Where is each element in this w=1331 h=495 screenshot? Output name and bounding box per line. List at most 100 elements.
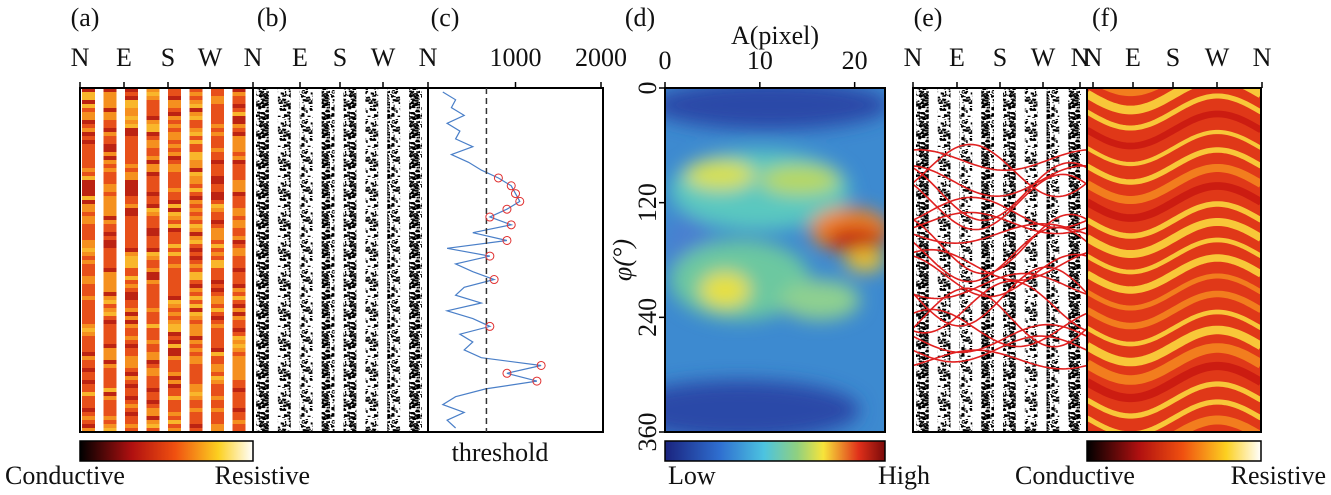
- image-texture: [189, 276, 203, 280]
- image-texture: [103, 200, 117, 204]
- image-texture: [211, 100, 224, 104]
- wave-band: [1087, 163, 1261, 205]
- heatmap-blob: [700, 272, 750, 308]
- image-texture: [146, 280, 160, 284]
- image-texture: [82, 360, 95, 364]
- image-texture: [146, 180, 160, 184]
- image-texture: [168, 308, 181, 312]
- image-texture: [82, 96, 95, 100]
- image-texture: [232, 212, 246, 216]
- image-texture: [125, 316, 138, 320]
- image-texture: [82, 260, 95, 264]
- image-texture: [125, 216, 138, 220]
- image-texture: [125, 152, 138, 156]
- image-texture: [189, 188, 203, 192]
- image-texture: [168, 136, 181, 140]
- image-texture: [125, 176, 138, 180]
- image-texture: [168, 380, 181, 384]
- image-texture: [103, 392, 117, 396]
- y-tick-label: 360: [633, 413, 662, 452]
- colorbar: [664, 440, 886, 462]
- direction-label: N: [1253, 43, 1272, 72]
- peak-marker: [532, 376, 542, 386]
- image-texture: [168, 212, 181, 216]
- y-tick-label: 120: [633, 183, 662, 222]
- peak-marker: [485, 251, 495, 261]
- image-texture: [189, 332, 203, 336]
- image-texture: [146, 352, 160, 356]
- image-texture: [168, 280, 181, 284]
- image-texture: [125, 232, 138, 236]
- image-texture: [82, 140, 95, 144]
- image-texture: [168, 176, 181, 180]
- image-texture: [232, 208, 246, 212]
- image-texture: [211, 332, 224, 336]
- image-texture: [189, 124, 203, 128]
- image-texture: [232, 136, 246, 140]
- image-texture: [189, 260, 203, 264]
- image-texture: [82, 124, 95, 128]
- image-texture: [146, 404, 160, 408]
- image-texture: [168, 428, 181, 432]
- image-texture: [211, 340, 224, 344]
- image-texture: [146, 272, 160, 276]
- image-texture: [189, 428, 203, 432]
- image-texture: [125, 284, 138, 288]
- image-texture: [232, 228, 246, 232]
- image-texture: [103, 288, 117, 292]
- image-texture: [82, 424, 95, 428]
- image-texture: [168, 192, 181, 196]
- image-texture: [82, 104, 95, 108]
- image-texture: [82, 188, 95, 192]
- image-texture: [232, 280, 246, 284]
- image-texture: [232, 144, 246, 148]
- image-texture: [232, 344, 246, 348]
- image-texture: [146, 288, 160, 292]
- image-texture: [82, 340, 95, 344]
- image-texture: [82, 272, 95, 276]
- image-texture: [211, 268, 224, 272]
- image-texture: [232, 116, 246, 120]
- image-texture: [82, 216, 95, 220]
- image-texture: [146, 92, 160, 96]
- image-texture: [211, 364, 224, 368]
- image-texture: [146, 152, 160, 156]
- image-texture: [232, 140, 246, 144]
- image-texture: [146, 128, 160, 132]
- image-texture: [168, 296, 181, 300]
- image-texture: [168, 272, 181, 276]
- image-texture: [125, 140, 138, 144]
- image-texture: [125, 368, 138, 372]
- image-texture: [232, 192, 246, 196]
- image-texture: [82, 368, 95, 372]
- image-texture: [189, 284, 203, 288]
- peak-marker: [502, 368, 512, 378]
- image-texture: [146, 104, 160, 108]
- image-texture: [232, 196, 246, 200]
- image-texture: [82, 256, 95, 260]
- image-texture: [211, 240, 224, 244]
- image-texture: [146, 184, 160, 188]
- sinusoid: [913, 211, 1087, 235]
- image-texture: [103, 360, 117, 364]
- image-texture: [125, 180, 138, 184]
- image-texture: [146, 388, 160, 392]
- image-texture: [168, 392, 181, 396]
- image-texture: [211, 176, 224, 180]
- image-texture: [168, 396, 181, 400]
- image-texture: [232, 368, 246, 372]
- image-texture: [211, 232, 224, 236]
- image-texture: [125, 360, 138, 364]
- image-texture: [189, 304, 203, 308]
- direction-label: N: [244, 43, 263, 72]
- peak-marker: [506, 181, 516, 191]
- image-texture: [189, 364, 203, 368]
- image-texture: [103, 384, 117, 388]
- image-texture: [125, 172, 138, 176]
- image-texture: [125, 280, 138, 284]
- image-texture: [103, 416, 117, 420]
- image-texture: [211, 220, 224, 224]
- image-texture: [211, 204, 224, 208]
- wave-band: [1087, 88, 1261, 115]
- image-texture: [103, 396, 117, 400]
